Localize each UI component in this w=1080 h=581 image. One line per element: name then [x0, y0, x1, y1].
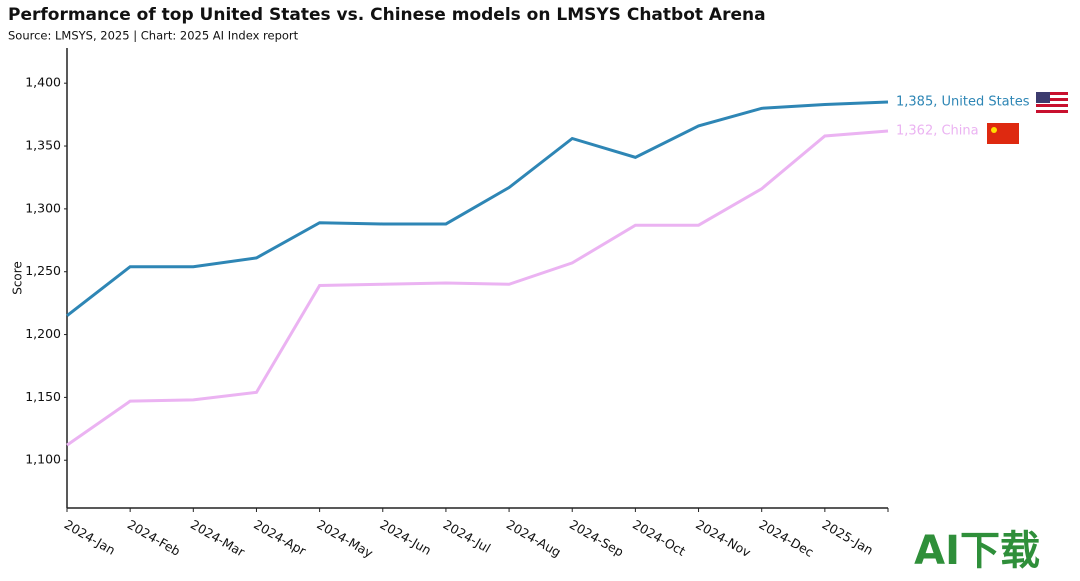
- china-flag: [987, 123, 1019, 144]
- x-tick-label: 2024-Dec: [756, 517, 816, 560]
- x-tick-label: 2024-Oct: [630, 517, 688, 559]
- chart-subtitle: Source: LMSYS, 2025 | Chart: 2025 AI Ind…: [8, 29, 299, 43]
- x-tick-label: 2024-Jul: [441, 517, 494, 556]
- end-label: 1,385, United States: [896, 95, 1030, 110]
- y-axis-label: Score: [11, 261, 25, 295]
- x-tick-label: 2024-Mar: [188, 517, 248, 560]
- us-flag: [1036, 92, 1068, 113]
- y-tick-label: 1,100: [25, 452, 61, 467]
- x-tick-label: 2024-Apr: [251, 517, 309, 559]
- y-tick-label: 1,400: [25, 75, 61, 90]
- y-tick-label: 1,300: [25, 200, 61, 215]
- y-tick-label: 1,250: [25, 263, 61, 278]
- y-tick-label: 1,150: [25, 389, 61, 404]
- y-tick-label: 1,350: [25, 138, 61, 153]
- end-label: 1,362, China: [896, 123, 979, 138]
- x-tick-label: 2024-Jan: [62, 517, 118, 558]
- x-tick-label: 2024-Aug: [504, 517, 564, 560]
- x-tick-label: 2024-Nov: [693, 517, 754, 561]
- x-tick-label: 2024-Sep: [567, 517, 626, 560]
- y-tick-label: 1,200: [25, 326, 61, 341]
- x-tick-label: 2024-Jun: [378, 517, 434, 558]
- x-tick-label: 2024-Feb: [125, 517, 183, 559]
- watermark: AI下载: [914, 528, 1040, 574]
- x-tick-label: 2024-May: [314, 517, 376, 561]
- series-line: [66, 100, 889, 317]
- series-line: [66, 129, 889, 447]
- x-tick-label: 2025-Jan: [820, 517, 876, 558]
- chart-title: Performance of top United States vs. Chi…: [8, 5, 766, 25]
